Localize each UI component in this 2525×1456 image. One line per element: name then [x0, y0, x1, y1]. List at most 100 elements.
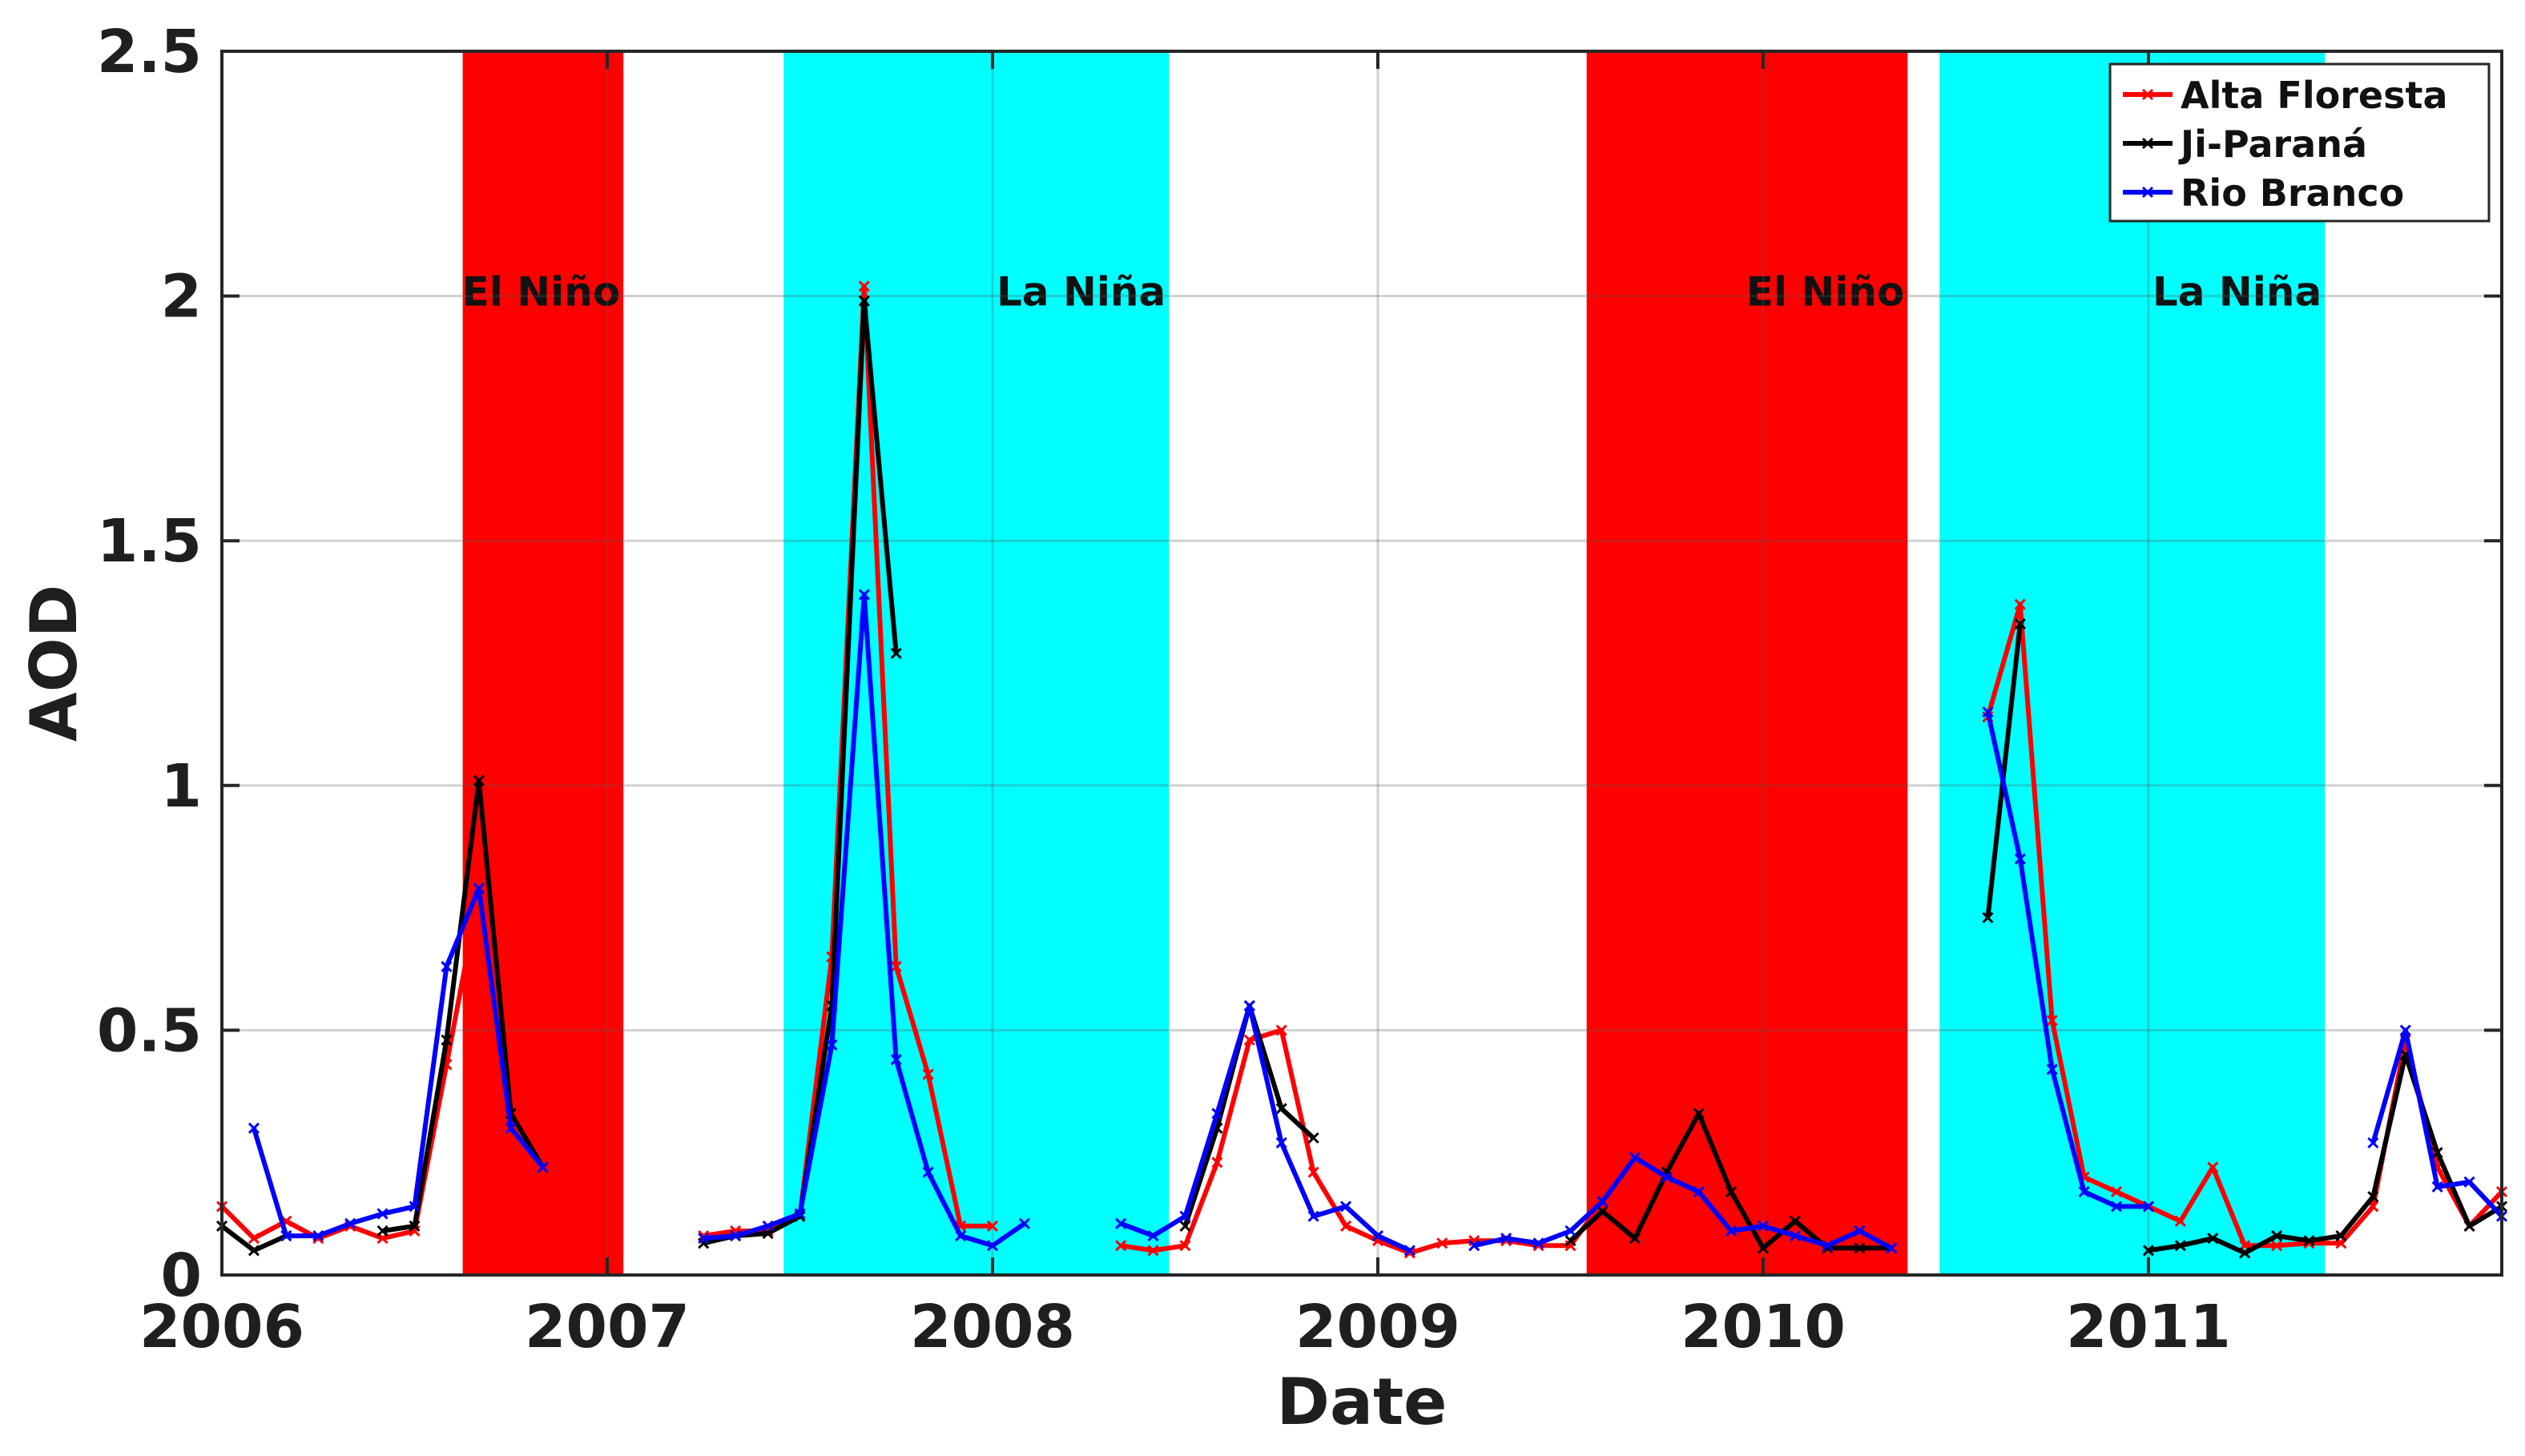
series-2-point-3-6	[1661, 1171, 1673, 1183]
series-2-point-3-12	[1854, 1225, 1866, 1237]
period-label-3: La Niña	[2152, 269, 2322, 316]
period-label-1: La Niña	[997, 269, 1166, 316]
series-1-point-4-0	[1565, 1235, 1577, 1247]
series-1-point-1-0	[377, 1225, 389, 1237]
series-2-point-3-7	[1693, 1186, 1705, 1198]
series-2-point-4-0	[1982, 706, 1994, 718]
series-0-point-1-5	[858, 280, 870, 292]
x-axis-title: Date	[1277, 1365, 1448, 1439]
series-2-point-1-5	[858, 589, 870, 601]
series-2-point-2-6	[1307, 1210, 1319, 1222]
series-2-point-5-2	[2431, 1180, 2443, 1193]
series-2-point-2-4	[1243, 999, 1255, 1012]
plot-frame	[220, 50, 2503, 1277]
series-1-point-5-0	[1982, 911, 1994, 923]
series-2-point-3-8	[1725, 1225, 1738, 1237]
series-2-point-1-8	[954, 1230, 967, 1242]
series-1-point-2-6	[890, 647, 902, 659]
series-0-point-1-6	[890, 960, 902, 973]
legend-label-2: Rio Branco	[2181, 171, 2404, 215]
y-tick-label-1: 0.5	[97, 996, 202, 1065]
series-2-point-5-3	[2463, 1176, 2475, 1188]
series-1-point-1-3	[473, 774, 485, 786]
series-2-point-3-4	[1597, 1196, 1609, 1208]
series-2-point-0-9	[537, 1161, 549, 1173]
x-tick-label-0: 2006	[139, 1293, 304, 1361]
period-band-1	[783, 51, 1170, 1275]
series-2-point-3-10	[1789, 1230, 1801, 1242]
series-1-point-4-9	[1854, 1242, 1866, 1254]
series-0-point-3-1	[2014, 598, 2026, 610]
legend-label-0: Alta Floresta	[2181, 74, 2448, 117]
legend-swatch-marker-2	[2141, 186, 2154, 199]
series-1-point-6-10	[2463, 1220, 2475, 1232]
series-1-point-6-2	[2207, 1233, 2219, 1245]
period-label-2: El Niño	[1746, 269, 1905, 316]
series-0-point-3-6	[2174, 1215, 2186, 1227]
x-tick-label-1: 2007	[525, 1293, 690, 1361]
series-2-point-0-7	[473, 883, 485, 895]
series-2-point-5-1	[2399, 1024, 2411, 1036]
series-1-line-6	[2148, 1052, 2503, 1256]
series-1-point-6-6	[2335, 1230, 2347, 1242]
y-tick-label-5: 2.5	[97, 18, 202, 86]
series-1-point-4-2	[1629, 1233, 1641, 1245]
series-1-point-3-4	[1307, 1132, 1319, 1144]
x-tick-label-5: 2011	[2066, 1293, 2231, 1361]
series-2-point-3-13	[1886, 1242, 1898, 1254]
series-2-point-4-4	[2110, 1201, 2123, 1213]
axis-ticks: 2006 2007 2008 2009 2010 2011 0 0.5 1 1.5 2 2.5	[97, 18, 2502, 1361]
series-1-point-4-5	[1725, 1186, 1738, 1198]
series-2-point-3-11	[1822, 1240, 1834, 1252]
series-2-point-4-3	[2078, 1186, 2090, 1198]
series-1-point-6-3	[2239, 1247, 2251, 1259]
series-2-point-3-3	[1565, 1225, 1577, 1237]
series-0-point-3-2	[2046, 1015, 2058, 1027]
series-0-point-1-9	[986, 1220, 999, 1232]
series-1-point-2-5	[858, 295, 870, 307]
series-1-point-5-1	[2014, 618, 2026, 630]
series-0-point-2-1	[1147, 1245, 1159, 1257]
legend-swatch-marker-1	[2141, 137, 2154, 150]
period-band-2	[1586, 51, 1908, 1275]
series-2-line-4	[1985, 711, 2148, 1209]
series-2-point-3-2	[1532, 1237, 1544, 1249]
series-2-line-2	[1120, 1003, 1412, 1253]
series-0-point-3-7	[2207, 1161, 2219, 1173]
series-1-point-6-7	[2367, 1191, 2379, 1203]
series-0-point-2-3	[1211, 1156, 1223, 1168]
series-2-point-3-0	[1468, 1240, 1480, 1252]
series-2-point-3-9	[1757, 1220, 1770, 1232]
series-1-point-6-4	[2271, 1230, 2283, 1242]
series-1-point-6-0	[2142, 1245, 2154, 1257]
series-2-point-0-1	[280, 1230, 292, 1242]
series-2-point-1-6	[890, 1054, 902, 1066]
series-2-point-2-2	[1179, 1210, 1191, 1222]
series-1-point-0-1	[248, 1245, 260, 1257]
series-2-point-0-5	[409, 1201, 421, 1213]
series-2-point-0-4	[377, 1208, 389, 1220]
series-2-line-3	[1473, 1155, 1893, 1251]
series-0-point-1-7	[922, 1068, 934, 1080]
y-tick-label-4: 2	[161, 263, 203, 332]
series-2-point-2-1	[1147, 1230, 1159, 1242]
series-1-point-3-3	[1275, 1103, 1287, 1115]
series-2-point-2-8	[1371, 1230, 1384, 1242]
series-2	[248, 589, 2508, 1257]
legend-entry-0: Alta Floresta	[2123, 74, 2448, 117]
series-1-point-1-2	[441, 1034, 453, 1046]
series-2-point-4-5	[2142, 1201, 2154, 1213]
series-2-point-4-2	[2046, 1064, 2058, 1076]
series-2-point-2-7	[1339, 1201, 1352, 1213]
series-2-line-0	[252, 886, 546, 1239]
legend-box	[2108, 62, 2491, 223]
series-0-point-2-7	[1339, 1220, 1352, 1232]
period-label-0: El Niño	[462, 269, 621, 316]
series-2-point-1-0	[698, 1233, 710, 1245]
series-1-point-6-9	[2431, 1147, 2443, 1159]
series-0-point-2-6	[1307, 1166, 1319, 1178]
series-0-point-3-9	[2271, 1240, 2283, 1252]
legend-entry-2: Rio Branco	[2123, 171, 2404, 215]
y-tick-label-3: 1.5	[97, 507, 202, 576]
